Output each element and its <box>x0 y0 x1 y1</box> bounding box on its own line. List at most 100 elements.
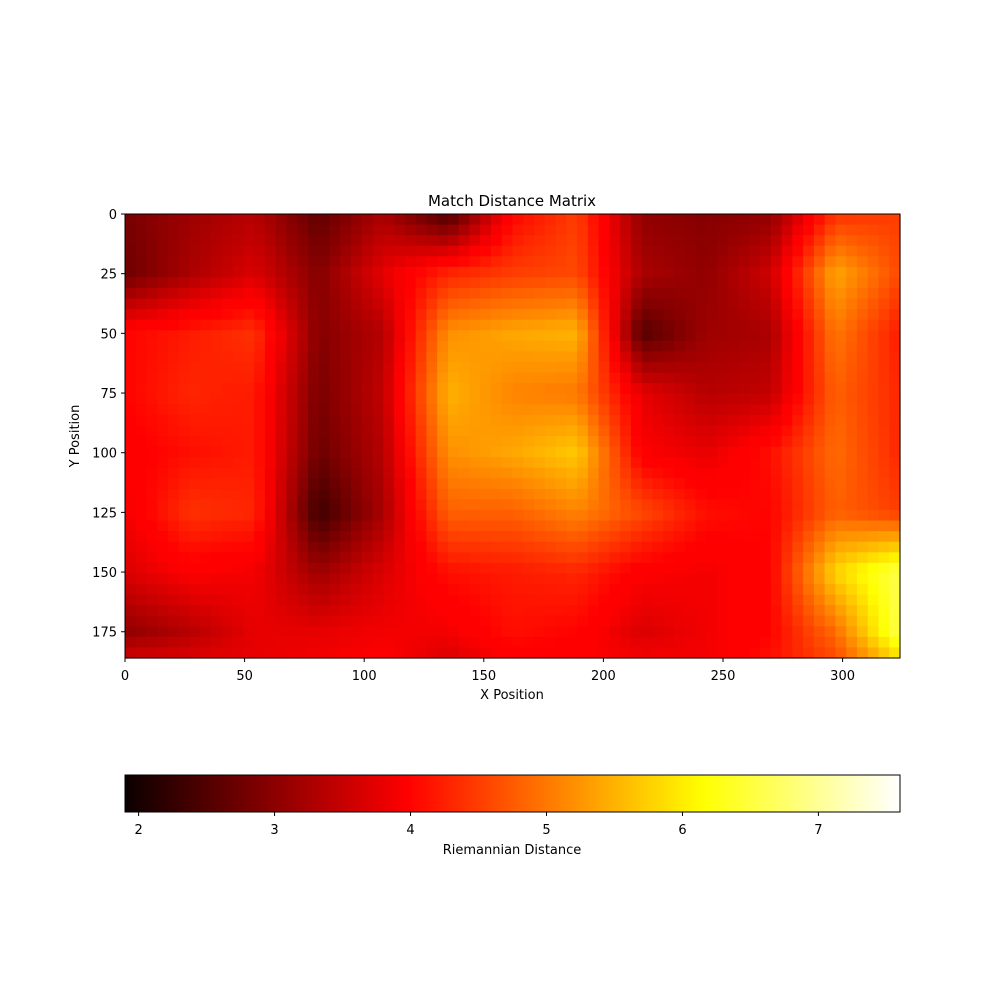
heatmap-cell <box>663 626 675 638</box>
heatmap-cell <box>318 277 331 289</box>
heatmap-cell <box>426 488 438 501</box>
heatmap-cell <box>663 647 675 659</box>
heatmap-cell <box>490 457 503 469</box>
heatmap-cell <box>792 552 804 564</box>
heatmap-cell <box>641 541 654 553</box>
heatmap-cell <box>437 562 449 575</box>
heatmap-cell <box>587 615 600 627</box>
heatmap-cell <box>286 414 298 427</box>
heatmap-cell <box>178 277 191 289</box>
heatmap-cell <box>620 224 632 236</box>
heatmap-cell <box>211 605 223 617</box>
heatmap-cell <box>243 573 255 585</box>
heatmap-cell <box>630 467 643 479</box>
heatmap-cell <box>307 330 320 342</box>
heatmap-cell <box>329 478 341 490</box>
heatmap-cell <box>480 626 492 638</box>
heatmap-cell <box>534 393 546 405</box>
heatmap-cell <box>566 457 578 469</box>
heatmap-cell <box>157 288 169 300</box>
heatmap-cell <box>609 298 621 310</box>
heatmap-cell <box>770 298 783 310</box>
heatmap-cell <box>286 362 298 374</box>
heatmap-cell <box>200 425 212 437</box>
y-tick-label: 50 <box>100 327 117 342</box>
heatmap-cell <box>146 626 158 638</box>
heatmap-cell <box>168 457 180 469</box>
heatmap-cell <box>254 520 266 532</box>
heatmap-cell <box>867 436 880 448</box>
heatmap-cell <box>361 605 374 617</box>
heatmap-cell <box>792 605 804 617</box>
heatmap-cell <box>243 245 255 257</box>
heatmap-cell <box>157 393 169 405</box>
heatmap-cell <box>695 520 707 532</box>
heatmap-cell <box>534 531 546 543</box>
heatmap-cell <box>803 446 815 458</box>
heatmap-cell <box>351 594 363 606</box>
heatmap-cell <box>878 224 890 236</box>
heatmap-cell <box>157 520 169 532</box>
heatmap-cell <box>135 288 148 300</box>
heatmap-cell <box>652 224 664 236</box>
heatmap-cell <box>867 615 880 627</box>
heatmap-cell <box>803 584 815 596</box>
heatmap-cell <box>824 594 837 606</box>
heatmap-cell <box>684 615 697 627</box>
heatmap-cell <box>534 457 546 469</box>
heatmap-cell <box>846 372 858 384</box>
heatmap-cell <box>867 372 880 384</box>
heatmap-cell <box>856 478 869 490</box>
heatmap-cell <box>404 531 417 543</box>
heatmap-cell <box>781 647 793 659</box>
heatmap-cell <box>566 594 578 606</box>
heatmap-cell <box>738 531 750 543</box>
heatmap-cell <box>566 330 578 342</box>
heatmap-cell <box>221 298 234 310</box>
heatmap-cell <box>609 510 621 522</box>
heatmap-cell <box>856 446 869 458</box>
colorbar-tick-label: 6 <box>678 823 686 838</box>
heatmap-cell <box>469 414 481 427</box>
heatmap-cell <box>738 288 750 300</box>
heatmap-cell <box>523 245 535 257</box>
heatmap-cell <box>211 372 223 384</box>
heatmap-cell <box>738 562 750 575</box>
heatmap-cell <box>340 393 352 405</box>
heatmap-cell <box>813 510 826 522</box>
heatmap-cell <box>717 636 729 649</box>
heatmap-cell <box>695 605 707 617</box>
heatmap-cell <box>749 309 761 321</box>
heatmap-cell <box>361 510 374 522</box>
heatmap-cell <box>587 309 600 321</box>
heatmap-cell <box>329 372 341 384</box>
heatmap-cell <box>307 393 320 405</box>
heatmap-cell <box>856 235 869 247</box>
heatmap-cell <box>361 351 374 363</box>
heatmap-cell <box>673 478 686 490</box>
heatmap-cell <box>200 256 212 268</box>
heatmap-cell <box>835 266 847 279</box>
heatmap-cell <box>630 647 643 659</box>
heatmap-cell <box>168 499 180 511</box>
heatmap-cell <box>275 288 288 300</box>
heatmap-cell <box>878 647 890 659</box>
heatmap-cell <box>157 636 169 649</box>
heatmap-cell <box>749 362 761 374</box>
heatmap-cell <box>673 520 686 532</box>
heatmap-cell <box>307 647 320 659</box>
heatmap-cell <box>318 446 331 458</box>
heatmap-cell <box>684 488 697 501</box>
heatmap-cell <box>351 372 363 384</box>
heatmap-cell <box>706 266 718 279</box>
heatmap-cell <box>544 256 557 268</box>
heatmap-cell <box>889 467 901 479</box>
heatmap-cell <box>394 647 406 659</box>
colorbar <box>124 774 901 813</box>
heatmap-cell <box>641 584 654 596</box>
heatmap-cell <box>243 436 255 448</box>
heatmap-cell <box>146 319 158 331</box>
heatmap-cell <box>673 288 686 300</box>
heatmap-cell <box>706 478 718 490</box>
heatmap-cell <box>254 531 266 543</box>
